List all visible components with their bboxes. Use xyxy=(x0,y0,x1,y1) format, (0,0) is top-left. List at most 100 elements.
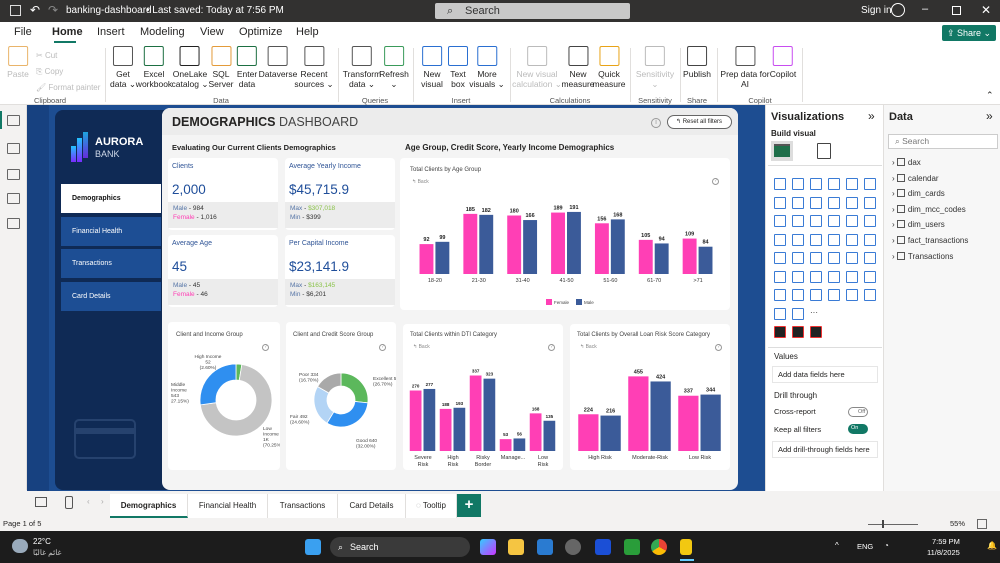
bar-female[interactable] xyxy=(439,408,452,451)
menu-optimize[interactable]: Optimize xyxy=(239,26,283,38)
menu-file[interactable]: File xyxy=(14,26,32,38)
expand-chevron-icon[interactable]: › xyxy=(892,204,897,214)
help-icon[interactable]: i xyxy=(651,118,661,128)
visual-type-icon[interactable] xyxy=(810,233,822,246)
page-tab-tooltip[interactable]: ◌ Tooltip xyxy=(406,494,457,518)
bar-male[interactable] xyxy=(650,381,671,451)
undo-icon[interactable]: ↶ xyxy=(30,3,41,17)
app-icon[interactable] xyxy=(595,539,611,555)
reset-filters-button[interactable]: ↰ Reset all filters xyxy=(667,115,732,129)
visual-type-icon[interactable] xyxy=(864,196,876,209)
bar-male[interactable] xyxy=(523,220,538,274)
nav-card-details[interactable]: Card Details xyxy=(61,281,161,311)
save-icon[interactable] xyxy=(10,5,21,16)
build-visual-tab[interactable] xyxy=(771,141,793,161)
ribbon-pastebutton[interactable]: Paste xyxy=(7,46,29,79)
bar-male[interactable] xyxy=(513,438,526,451)
keep-filters-toggle[interactable]: On xyxy=(848,424,868,434)
drill-through-drop-field[interactable]: Add drill-through fields here xyxy=(772,441,878,458)
expand-chevron-icon[interactable]: › xyxy=(892,251,897,261)
start-icon[interactable] xyxy=(305,539,321,555)
wifi-icon[interactable]: ◔ xyxy=(884,541,889,550)
back-button[interactable]: ↰ Back xyxy=(580,344,597,350)
bar-male[interactable] xyxy=(543,420,556,451)
visual-type-icon[interactable] xyxy=(846,196,858,209)
table-view-icon[interactable] xyxy=(7,143,20,154)
bar-female[interactable] xyxy=(628,376,649,451)
ribbon-getbutton[interactable]: Get data ⌄ xyxy=(110,46,136,89)
ribbon-dataversebutton[interactable]: Dataverse xyxy=(259,46,297,79)
visual-type-icon[interactable] xyxy=(846,270,858,283)
bar-female[interactable] xyxy=(463,213,478,274)
visual-type-icon[interactable] xyxy=(810,252,822,264)
next-page-icon[interactable]: › xyxy=(101,497,104,506)
model-view-icon[interactable] xyxy=(7,169,20,180)
close-button[interactable]: ✕ xyxy=(981,3,992,17)
visual-type-icon[interactable] xyxy=(828,289,840,301)
expand-chevron-icon[interactable]: › xyxy=(892,189,897,199)
help-icon[interactable]: ? xyxy=(379,344,386,351)
donut-slice[interactable] xyxy=(199,364,273,437)
bar-male[interactable] xyxy=(423,388,436,451)
ribbon-refreshbutton[interactable]: Refresh ⌄ xyxy=(379,46,409,89)
visual-type-icon[interactable] xyxy=(846,289,858,301)
weather-icon[interactable] xyxy=(12,539,28,553)
save-status[interactable]: • Last saved: Today at 7:56 PM xyxy=(146,5,284,16)
visual-type-icon[interactable] xyxy=(828,196,840,209)
page-tab-transactions[interactable]: Transactions xyxy=(268,494,338,518)
menu-insert[interactable]: Insert xyxy=(97,26,125,38)
ribbon-textbutton[interactable]: Text box xyxy=(448,46,468,89)
visual-type-icon[interactable] xyxy=(864,289,876,301)
visual-type-icon[interactable] xyxy=(774,233,786,246)
collapse-ribbon-icon[interactable]: ⌃ xyxy=(986,90,994,100)
visual-type-icon[interactable] xyxy=(774,252,786,264)
ribbon-excelbutton[interactable]: Excel workbook xyxy=(136,46,172,89)
visual-type-icon[interactable] xyxy=(792,233,804,246)
visual-type-icon[interactable] xyxy=(774,307,786,320)
bar-female[interactable] xyxy=(578,414,599,451)
visual-type-icon[interactable] xyxy=(810,178,822,190)
ribbon-quickbutton[interactable]: Quick measure xyxy=(592,46,626,89)
donut-slice[interactable] xyxy=(199,363,237,406)
visual-type-icon[interactable] xyxy=(774,215,786,227)
table-dim_cards[interactable]: › dim_cards xyxy=(892,189,945,198)
copilot-app-icon[interactable] xyxy=(480,539,496,555)
nav-demographics[interactable]: Demographics xyxy=(61,184,161,213)
help-icon[interactable]: ? xyxy=(715,344,722,351)
ribbon-newbutton[interactable]: New visual xyxy=(421,46,443,89)
maximize-button[interactable] xyxy=(952,6,961,15)
table-fact_transactions[interactable]: › fact_transactions xyxy=(892,236,968,245)
notification-icon[interactable]: 🔔 xyxy=(987,541,997,550)
bar-female[interactable] xyxy=(594,223,609,274)
visual-type-icon[interactable] xyxy=(774,196,786,209)
visual-type-icon[interactable] xyxy=(810,270,822,283)
bar-female[interactable] xyxy=(469,375,482,451)
bar-male[interactable] xyxy=(700,394,721,451)
store-icon[interactable] xyxy=(537,539,553,555)
visual-type-icon[interactable] xyxy=(864,215,876,227)
file-explorer-icon[interactable] xyxy=(508,539,524,555)
back-button[interactable]: ↰ Back xyxy=(413,344,430,350)
ribbon-new-visualbutton[interactable]: New visual calculation ⌄ xyxy=(512,46,562,89)
cut-button[interactable]: ✂ Cut xyxy=(36,51,58,60)
dax-query-view-icon[interactable] xyxy=(7,193,20,204)
page-tab-card-details[interactable]: Card Details xyxy=(338,494,406,518)
cross-report-toggle[interactable]: Off xyxy=(848,407,868,417)
donut-slice[interactable] xyxy=(317,372,342,394)
taskbar-search[interactable]: ⌕ Search xyxy=(330,537,470,557)
visual-type-icon[interactable] xyxy=(792,178,804,190)
donut-slice[interactable] xyxy=(313,386,335,424)
table-dim_users[interactable]: › dim_users xyxy=(892,220,945,229)
visual-type-icon[interactable] xyxy=(792,270,804,283)
visual-type-icon[interactable] xyxy=(828,178,840,190)
expand-chevron-icon[interactable]: › xyxy=(892,173,897,183)
ribbon-prep-data-forbutton[interactable]: Prep data for AI xyxy=(720,46,770,89)
app-icon[interactable] xyxy=(565,539,581,555)
visual-type-icon[interactable] xyxy=(792,289,804,301)
table-calendar[interactable]: › calendar xyxy=(892,173,939,183)
expand-chevron-icon[interactable]: › xyxy=(892,236,897,245)
visual-type-icon[interactable] xyxy=(810,215,822,227)
bar-female[interactable] xyxy=(551,212,565,274)
visual-type-icon[interactable] xyxy=(792,215,804,227)
account-icon[interactable] xyxy=(891,3,905,17)
